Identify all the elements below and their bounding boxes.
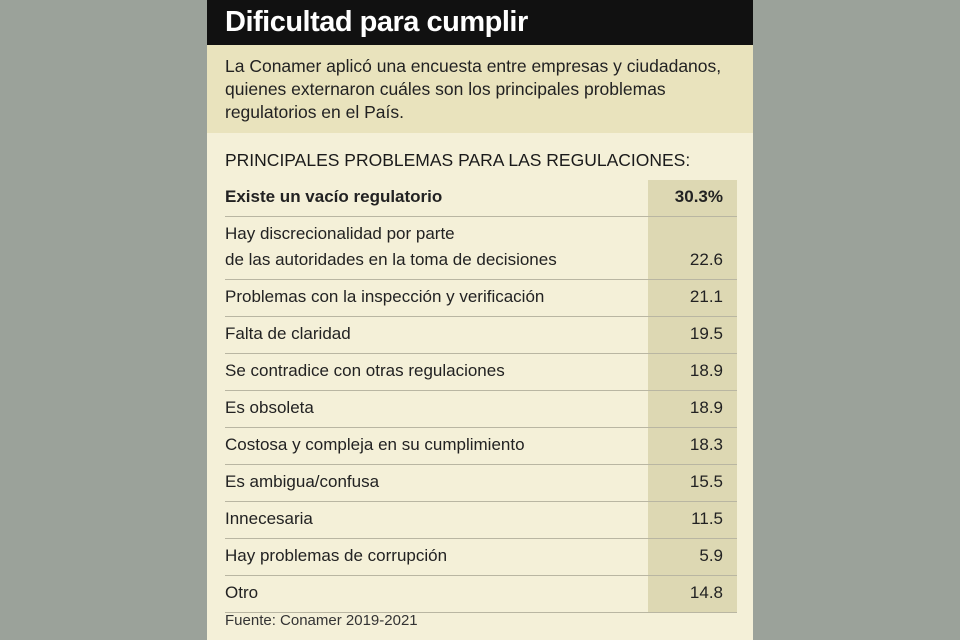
table-row: Costosa y compleja en su cumplimiento 18.… — [225, 428, 737, 465]
row-value: 18.9 — [689, 361, 723, 380]
panel: Dificultad para cumplir La Conamer aplic… — [207, 0, 753, 640]
row-label: Falta de claridad — [225, 324, 351, 343]
intro: La Conamer aplicó una encuesta entre emp… — [207, 45, 753, 133]
table-row: Existe un vacío regulatorio 30.3% — [225, 180, 737, 217]
row-label: Innecesaria — [225, 509, 313, 528]
row-label: Problemas con la inspección y verificaci… — [225, 287, 545, 306]
table-row: Problemas con la inspección y verificaci… — [225, 280, 737, 317]
row-label: Se contradice con otras regulaciones — [225, 361, 505, 380]
row-value: 22.6 — [689, 250, 723, 269]
row-value: 21.1 — [689, 287, 723, 306]
row-label: Hay problemas de corrupción — [225, 546, 448, 565]
table-heading: PRINCIPALES PROBLEMAS PARA LAS REGULACIO… — [225, 150, 691, 170]
row-label: Es ambigua/confusa — [225, 472, 380, 491]
row-value: 30.3% — [674, 187, 723, 206]
table-row: Es ambigua/confusa 15.5 — [225, 465, 737, 502]
row-value: 5.9 — [699, 546, 723, 565]
table-row: Es obsoleta 18.9 — [225, 391, 737, 428]
title: Dificultad para cumplir — [207, 0, 753, 45]
row-value: 19.5 — [689, 324, 723, 343]
table-row: Falta de claridad 19.5 — [225, 317, 737, 354]
table-row: Otro 14.8 — [225, 576, 737, 613]
table-row: Hay problemas de corrupción 5.9 — [225, 539, 737, 576]
table-row: Hay discrecionalidad por parte de las au… — [225, 217, 737, 280]
row-value: 11.5 — [691, 509, 723, 528]
row-value: 14.8 — [689, 583, 723, 602]
row-value: 18.3 — [689, 435, 723, 454]
row-label: Costosa y compleja en su cumplimiento — [225, 435, 525, 454]
source: Fuente: Conamer 2019-2021 — [225, 612, 418, 629]
table-row: Se contradice con otras regulaciones 18.9 — [225, 354, 737, 391]
table-row: Innecesaria 11.5 — [225, 502, 737, 539]
value-column — [648, 180, 737, 612]
row-label: Es obsoleta — [225, 398, 314, 417]
row-value: 15.5 — [689, 472, 723, 491]
row-value: 18.9 — [689, 398, 723, 417]
row-label: Otro — [225, 583, 259, 602]
row-label: Hay discrecionalidad por parte de las au… — [225, 224, 557, 269]
row-label: Existe un vacío regulatorio — [225, 187, 443, 206]
